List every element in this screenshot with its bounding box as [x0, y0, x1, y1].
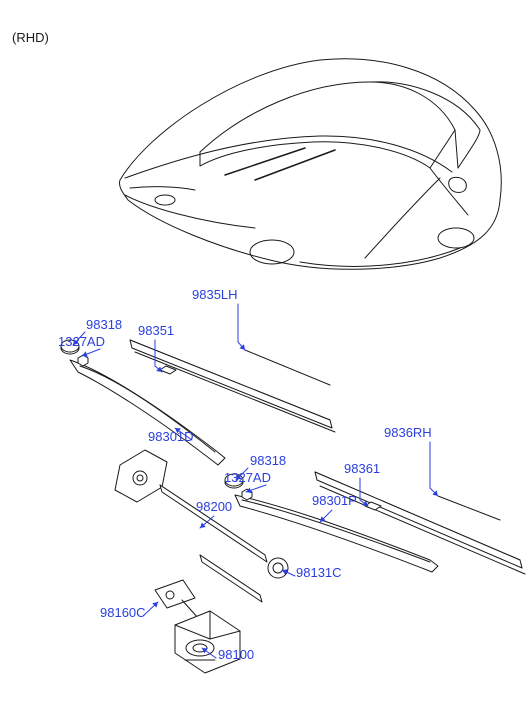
- label-98318-a: 98318: [86, 317, 122, 332]
- variant-label: (RHD): [12, 30, 49, 45]
- label-98361: 98361: [344, 461, 380, 476]
- label-98301P: 98301P: [312, 493, 357, 508]
- motor: [175, 611, 240, 673]
- label-98200: 98200: [196, 499, 232, 514]
- label-9835LH: 9835LH: [192, 287, 238, 302]
- arm-left: [61, 340, 225, 465]
- label-98301D: 98301D: [148, 429, 194, 444]
- label-98351: 98351: [138, 323, 174, 338]
- label-1327AD-b: 1327AD: [224, 470, 271, 485]
- label-98100: 98100: [218, 647, 254, 662]
- label-9836RH: 9836RH: [384, 425, 432, 440]
- label-98160C: 98160C: [100, 605, 146, 620]
- diagram-svg: [0, 0, 532, 727]
- car-illustration: [119, 59, 501, 270]
- label-1327AD-a: 1327AD: [58, 334, 105, 349]
- label-98131C: 98131C: [296, 565, 342, 580]
- diagram-page: (RHD): [0, 0, 532, 727]
- label-98318-b: 98318: [250, 453, 286, 468]
